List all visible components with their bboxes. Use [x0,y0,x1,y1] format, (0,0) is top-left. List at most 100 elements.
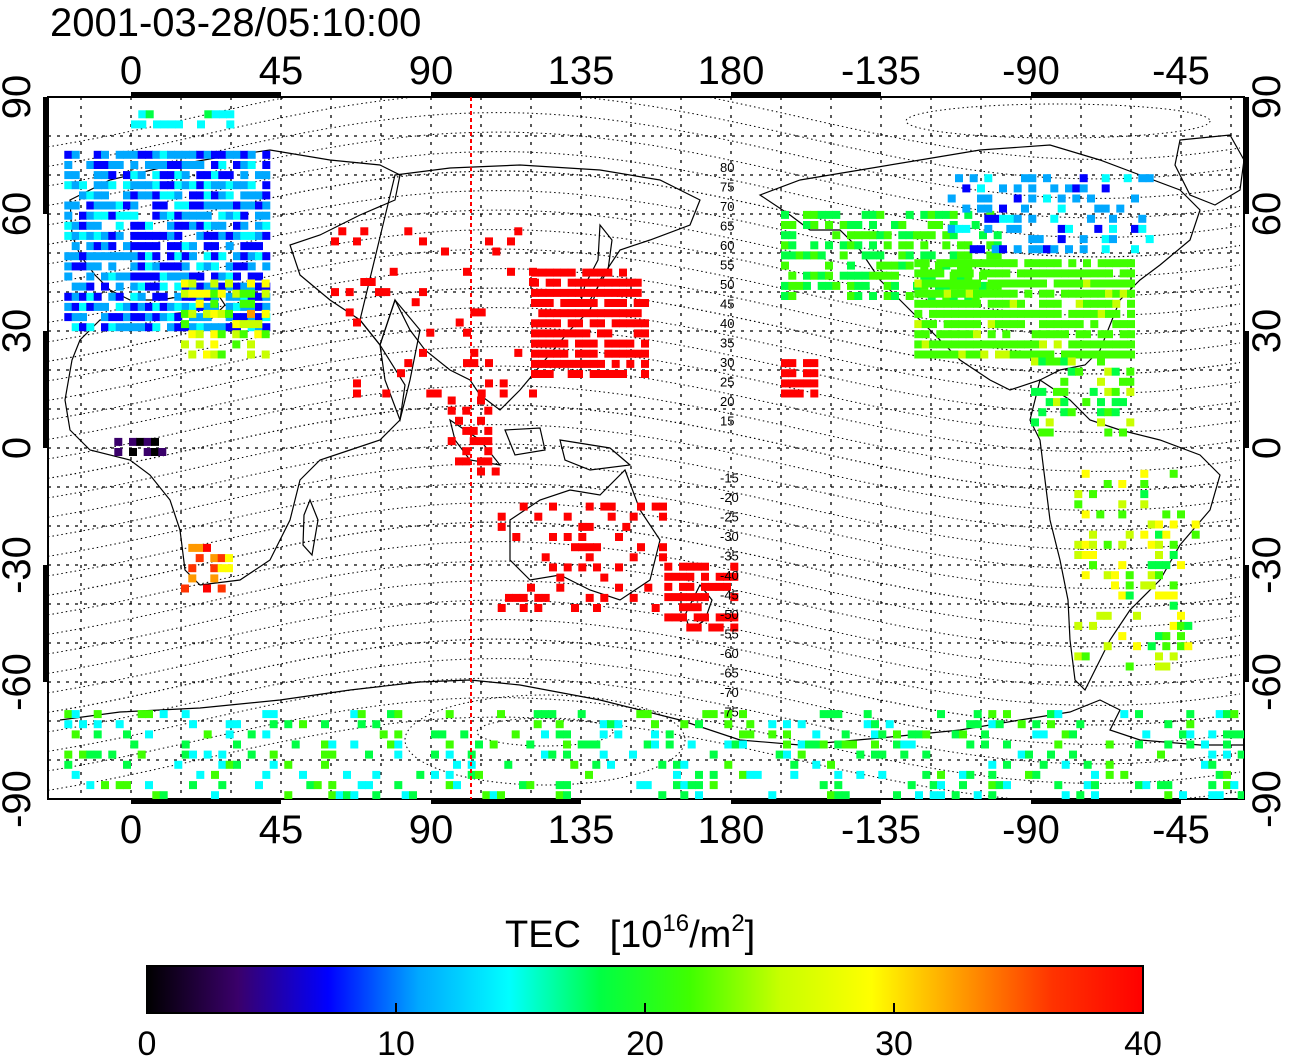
tec-pixel [64,211,73,220]
tec-pixel [1103,540,1112,549]
tec-pixel [567,359,576,368]
tec-pixel [152,252,161,261]
tec-pixel [578,563,587,572]
tec-pixel [1118,480,1127,488]
tec-pixel [526,781,535,790]
tec-pixel [709,750,718,759]
tec-pixel [1155,632,1163,641]
tec-pixel [1097,279,1106,288]
tec-pixel [1053,279,1062,288]
tec-pixel [404,359,413,368]
tec-pixel [123,171,131,180]
tec-pixel [541,710,549,719]
tec-pixel [920,210,929,219]
tec-pixel [1120,770,1129,779]
tec-pixel [203,150,212,159]
tec-pixel [196,201,205,210]
tec-pixel [1223,770,1231,779]
tec-pixel [619,349,627,358]
tec-pixel [788,389,797,398]
tec-pixel [929,781,938,790]
tec-pixel [995,279,1003,288]
tec-pixel [980,340,989,349]
tec-pixel [545,339,554,348]
tec-pixel [247,350,255,359]
tec-pixel [633,349,642,358]
tec-pixel [951,320,959,329]
tec-pixel [1119,377,1127,386]
tec-pixel [261,350,270,359]
tec-pixel [593,604,601,612]
tec-pixel [64,231,73,240]
tec-pixel [1135,710,1143,719]
tec-pixel [604,299,613,307]
tec-pixel [86,302,95,311]
tec-pixel [1038,357,1047,366]
tec-pixel [1164,781,1173,790]
tec-pixel [611,339,620,348]
tec-pixel [181,309,189,318]
tec-pixel [538,339,547,348]
tec-pixel [467,750,476,759]
tec-pixel [585,522,594,531]
tec-pixel [943,330,952,339]
tec-pixel [470,348,479,357]
tec-pixel [255,272,263,281]
tec-pixel [788,231,797,240]
tec-pixel [1002,259,1011,268]
tec-pixel [196,770,205,779]
tec-pixel [984,214,993,223]
tec-pixel [847,271,855,280]
tec-pixel [203,730,212,739]
tec-pixel [701,572,709,581]
tec-pixel [1104,367,1113,376]
tec-pixel [217,564,226,573]
tec-pixel [1131,245,1139,254]
tec-pixel [545,329,554,338]
tec-pixel [973,320,981,329]
tec-pixel [445,740,454,749]
tec-pixel [181,221,190,230]
tec-pixel [512,533,521,541]
tec-pixel [949,251,958,260]
tec-pixel [504,760,513,769]
tec-pixel [195,554,204,563]
tec-pixel [519,781,527,790]
bottom-longitude-ticks: 0 45 90 135 180 -135 -90 -45 [120,808,1210,852]
tec-pixel [387,740,395,749]
tec-pixel [1169,621,1178,630]
tec-pixel [1038,428,1047,437]
tec-pixel [497,710,505,719]
tec-pixel [876,251,885,260]
tec-pixel [204,110,213,119]
tec-pixel [788,369,797,378]
tec-pixel [1006,224,1015,233]
tec-region-central-america [1031,357,1135,437]
tec-pixel [626,349,635,358]
tec-pixel [810,389,819,398]
tec-pixel [233,282,241,291]
tec-pixel [219,110,227,119]
tec-pixel [905,251,914,260]
tec-pixel [225,292,234,301]
tec-pixel [167,242,175,251]
tec-pixel [79,262,87,271]
tec-pixel [708,623,717,632]
tec-pixel [599,730,608,739]
tec-pixel [795,379,804,388]
tec-pixel [93,181,102,190]
tec-pixel [739,710,747,719]
tec-pixel [529,267,537,276]
tec-pixel [658,760,667,769]
tec-pixel [167,231,175,240]
tec-pixel [575,319,583,328]
tec-pixel [876,231,885,240]
tec-pixel [739,730,747,739]
tec-pixel [531,349,539,358]
tec-pixel [159,313,168,322]
tec-pixel [189,781,197,790]
tec-pixel [1060,408,1069,417]
tec-pixel [679,613,687,622]
tec-pixel [269,750,278,759]
tec-pixel [1155,520,1163,529]
